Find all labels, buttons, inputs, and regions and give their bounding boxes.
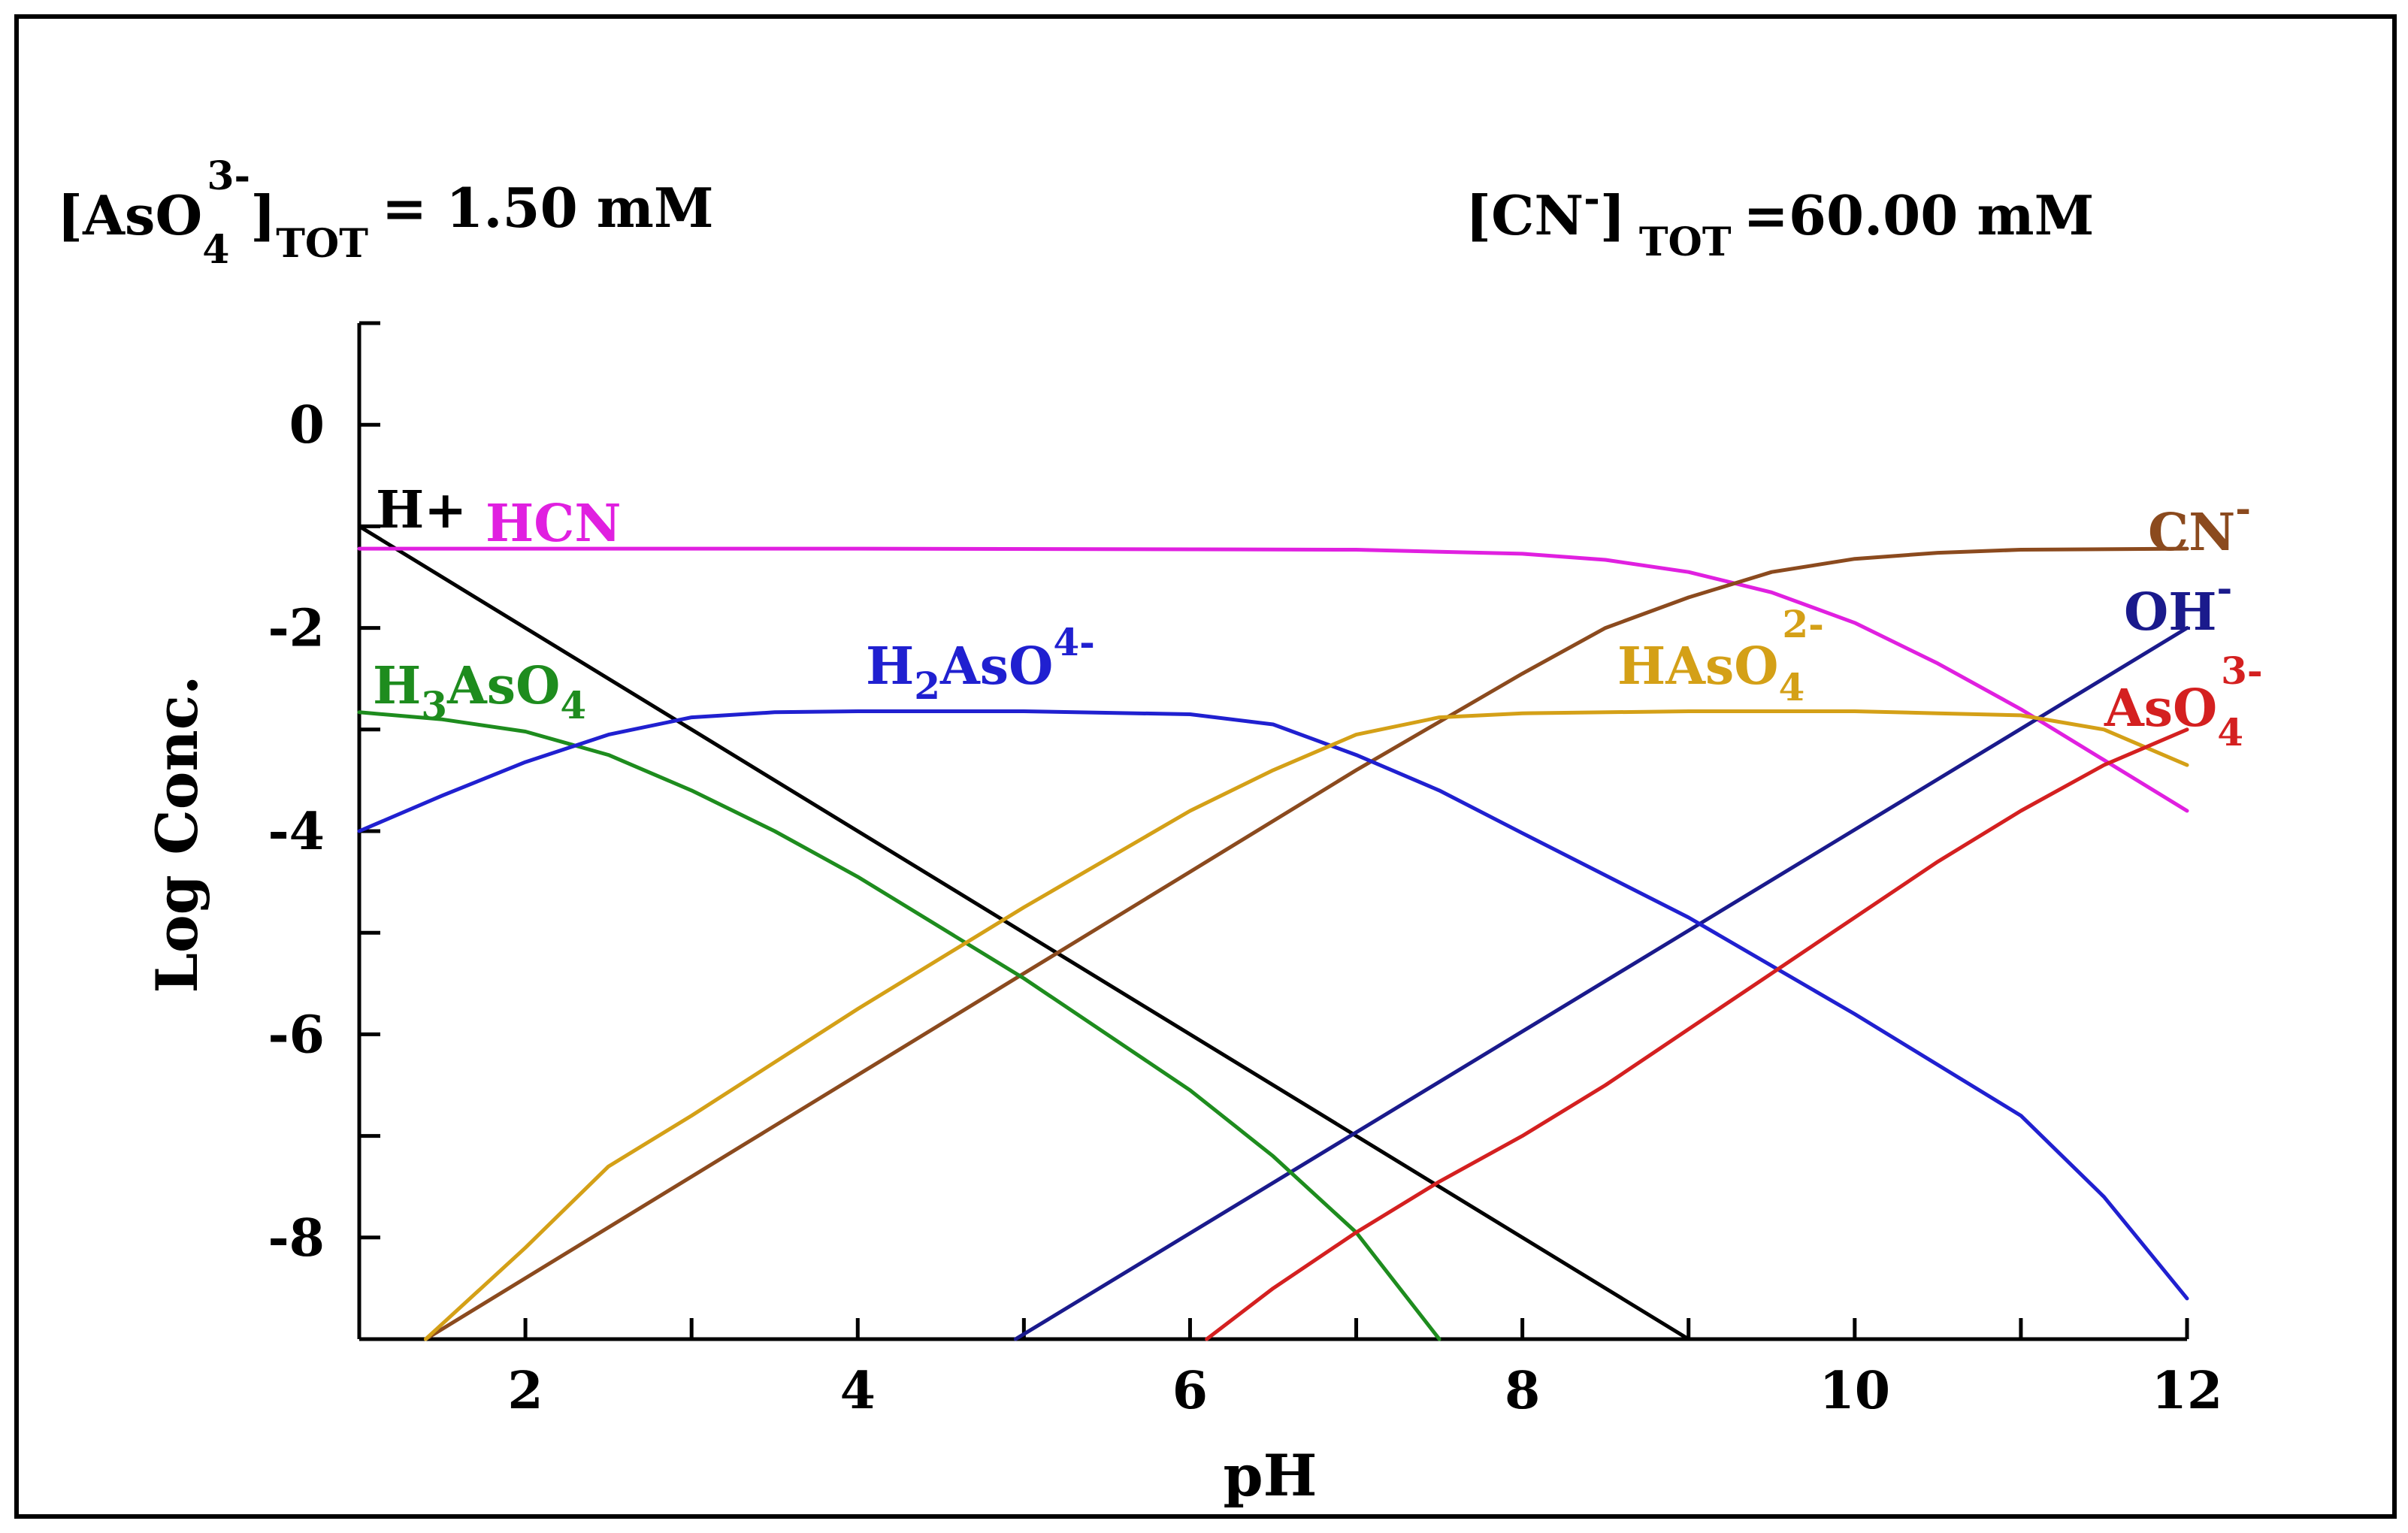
y-axis-label: Log Conc.	[144, 676, 210, 993]
x-axis-label: pH	[1224, 1442, 1317, 1509]
title-right: [CN-] TOT =60.00 mM	[1466, 176, 2094, 265]
y-tick-label: -8	[268, 1208, 325, 1268]
y-tick-label: -6	[268, 1005, 325, 1065]
series-line-h3aso4	[357, 710, 1441, 1341]
title-left: [AsO43-]TOT= 1.50 mM	[57, 153, 714, 273]
x-tick-label: 4	[840, 1361, 876, 1421]
chart-frame	[14, 14, 2397, 1519]
series-line-aso4-3	[1205, 727, 2189, 1341]
x-tick-label: 12	[2152, 1361, 2223, 1421]
x-tick-label: 6	[1172, 1361, 1208, 1421]
series-line-oh	[1013, 626, 2189, 1341]
label-h3aso4: H3AsO4	[373, 656, 586, 727]
y-tick-label: -4	[268, 802, 325, 862]
label-oh: OH-	[2124, 566, 2232, 643]
series-line-cn	[423, 546, 2189, 1341]
series-line-h	[357, 524, 1691, 1341]
series-line-haso4-2	[423, 709, 2189, 1341]
label-haso4: HAsO42-	[1617, 602, 1824, 709]
series-group	[357, 524, 2189, 1341]
x-tick-label: 2	[507, 1361, 543, 1421]
x-tick-label: 8	[1505, 1361, 1540, 1421]
label-hcn: HCN	[486, 494, 622, 554]
axes: 2 4 6 8 10 12 0 -2 -4 -6 -8	[268, 321, 2223, 1421]
y-tick-label: 0	[289, 395, 325, 455]
x-tick-label: 10	[1819, 1361, 1890, 1421]
label-cn: CN-	[2148, 486, 2251, 563]
series-line-h2aso4	[357, 709, 2189, 1301]
y-tick-label: -2	[268, 599, 325, 659]
label-h-plus: H+	[376, 480, 467, 540]
label-h2aso4: H2AsO4-	[866, 620, 1095, 708]
label-aso4: AsO43-	[2104, 649, 2263, 754]
